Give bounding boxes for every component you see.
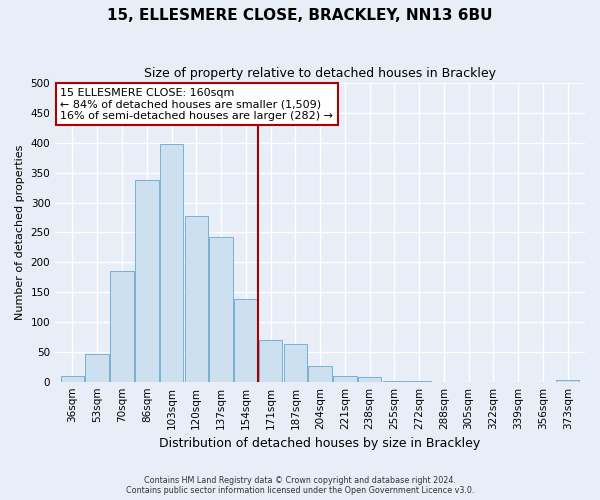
Bar — [61, 376, 84, 382]
Text: 15 ELLESMERE CLOSE: 160sqm
← 84% of detached houses are smaller (1,509)
16% of s: 15 ELLESMERE CLOSE: 160sqm ← 84% of deta… — [61, 88, 334, 120]
Bar — [333, 376, 356, 382]
Bar — [85, 354, 109, 382]
Bar — [135, 180, 158, 382]
X-axis label: Distribution of detached houses by size in Brackley: Distribution of detached houses by size … — [160, 437, 481, 450]
Text: Contains HM Land Registry data © Crown copyright and database right 2024.
Contai: Contains HM Land Registry data © Crown c… — [126, 476, 474, 495]
Bar — [160, 144, 183, 382]
Bar — [259, 340, 283, 382]
Bar — [308, 366, 332, 382]
Bar — [358, 378, 382, 382]
Bar — [185, 216, 208, 382]
Bar — [383, 381, 406, 382]
Title: Size of property relative to detached houses in Brackley: Size of property relative to detached ho… — [144, 68, 496, 80]
Bar — [209, 237, 233, 382]
Y-axis label: Number of detached properties: Number of detached properties — [15, 144, 25, 320]
Bar — [556, 380, 580, 382]
Bar — [284, 344, 307, 382]
Text: 15, ELLESMERE CLOSE, BRACKLEY, NN13 6BU: 15, ELLESMERE CLOSE, BRACKLEY, NN13 6BU — [107, 8, 493, 22]
Bar — [110, 271, 134, 382]
Bar — [407, 381, 431, 382]
Bar — [234, 300, 257, 382]
